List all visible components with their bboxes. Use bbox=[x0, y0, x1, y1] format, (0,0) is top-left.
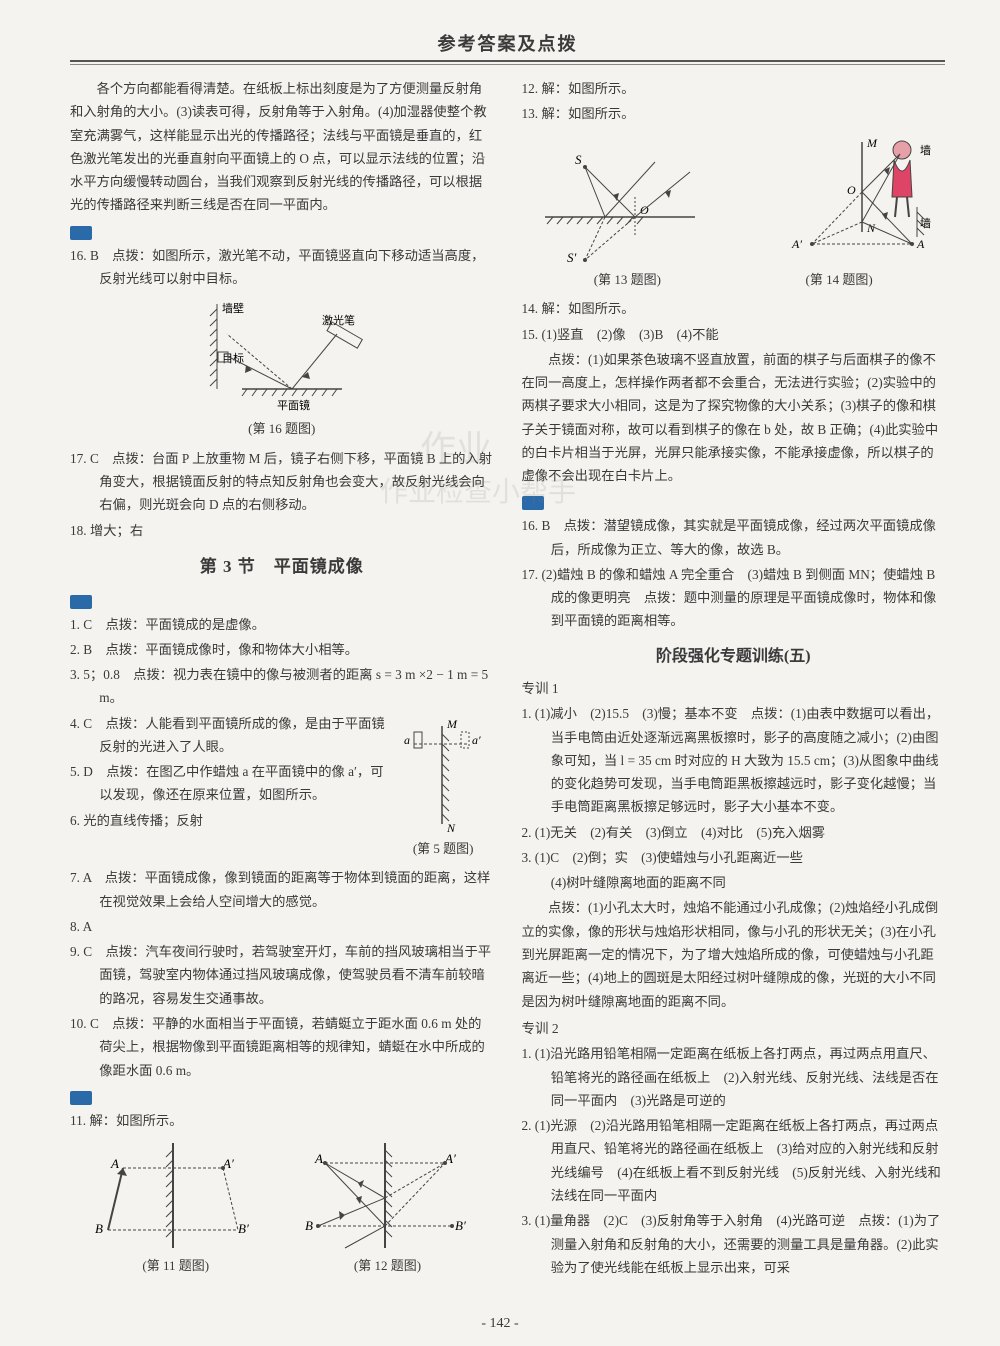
section-marker-iii-r bbox=[522, 496, 544, 510]
fig16-caption: (第 16 题图) bbox=[70, 418, 494, 441]
fig13-Sp: S′ bbox=[567, 250, 577, 265]
right-column: 12. 解：如图所示。 13. 解：如图所示。 S O S′ bbox=[522, 77, 946, 1284]
fig14-Ap: A′ bbox=[791, 237, 802, 251]
fig11-caption: (第 11 题图) bbox=[142, 1255, 209, 1278]
fig14-svg: M 墙 O N 墙 A A′ bbox=[732, 132, 932, 267]
fig13-caption: (第 13 题图) bbox=[594, 269, 661, 292]
fig5-ap: a′ bbox=[472, 733, 481, 747]
fig5-a: a bbox=[404, 733, 410, 747]
fig12-caption: (第 12 题图) bbox=[354, 1255, 421, 1278]
z2-q3: 3. (1)量角器 (2)C (3)反射角等于入射角 (4)光路可逆 点拨：(1… bbox=[522, 1209, 946, 1279]
fig12-svg: A A′ B B′ bbox=[290, 1138, 480, 1253]
fig11-A: A bbox=[110, 1156, 119, 1171]
r-q17: 17. (2)蜡烛 B 的像和蜡烛 A 完全重合 (3)蜡烛 B 到侧面 MN；… bbox=[522, 563, 946, 633]
fig14-A: A bbox=[916, 237, 925, 251]
s3-q10: 10. C 点拨：平静的水面相当于平面镜，若蜻蜓立于距水面 0.6 m 处的荷尖… bbox=[70, 1012, 494, 1082]
z2-q2: 2. (1)光源 (2)沿光路用铅笔相隔一定距离在纸板上各打两点，再过两点用直尺… bbox=[522, 1114, 946, 1207]
q17: 17. C 点拨：台面 P 上放重物 M 后，镜子右侧下移，平面镜 B 上的入射… bbox=[70, 447, 494, 517]
s3-q3: 3. 5；0.8 点拨：视力表在镜中的像与被测者的距离 s = 3 m ×2 −… bbox=[70, 663, 494, 710]
z1-q3b: (4)树叶缝隙离地面的距离不同 bbox=[522, 871, 946, 894]
fig13-svg: S O S′ bbox=[535, 142, 705, 267]
fig14-wall1: 墙 bbox=[920, 143, 931, 157]
q18: 18. 增大；右 bbox=[70, 519, 494, 542]
s3-q11: 11. 解：如图所示。 bbox=[70, 1109, 494, 1132]
fig14-O: O bbox=[847, 183, 856, 197]
content-columns: 各个方向都能看得清楚。在纸板上标出刻度是为了方便测量反射角和入射角的大小。(3)… bbox=[70, 77, 945, 1284]
q16: 16. B 点拨：如图所示，激光笔不动，平面镜竖直向下移动适当高度，反射光线可以… bbox=[70, 244, 494, 291]
fig16-wall-label: 墙壁 bbox=[222, 301, 244, 315]
s3-q1: 1. C 点拨：平面镜成的是虚像。 bbox=[70, 613, 494, 636]
z2-q1: 1. (1)沿光路用铅笔相隔一定距离在纸板上各打两点，再过两点用直尺、铅笔将光的… bbox=[522, 1042, 946, 1112]
fig5-caption: (第 5 题图) bbox=[70, 838, 494, 861]
stage-title: 阶段强化专题训练(五) bbox=[522, 643, 946, 671]
fig11-12-captions: (第 11 题图) (第 12 题图) bbox=[70, 1255, 494, 1278]
s3-q8: 8. A bbox=[70, 915, 494, 938]
fig14-caption: (第 14 题图) bbox=[806, 269, 873, 292]
zx2-head: 专训 2 bbox=[522, 1017, 946, 1041]
fig16-laser-label: 激光笔 bbox=[322, 313, 355, 327]
fig13-14-captions: (第 13 题图) (第 14 题图) bbox=[522, 269, 946, 292]
fig5-M: M bbox=[446, 717, 458, 731]
title-rule-1 bbox=[70, 60, 945, 62]
r-q15a: 15. (1)竖直 (2)像 (3)B (4)不能 bbox=[522, 323, 946, 346]
page-number: - 142 - bbox=[0, 1316, 1000, 1332]
r-q16: 16. B 点拨：潜望镜成像，其实就是平面镜成像，经过两次平面镜成像后，所成像为… bbox=[522, 514, 946, 561]
fig11-12-row: A A′ B B′ A A′ B B′ bbox=[70, 1138, 494, 1253]
z1-q1: 1. (1)减小 (2)15.5 (3)慢；基本不变 点拨：(1)由表中数据可以… bbox=[522, 702, 946, 818]
fig13-14-row: S O S′ M 墙 bbox=[522, 132, 946, 267]
z1-q3a: 3. (1)C (2)倒；实 (3)使蜡烛与小孔距离近一些 bbox=[522, 846, 946, 869]
fig12-Bp: B′ bbox=[455, 1218, 466, 1233]
title-rule-2 bbox=[70, 64, 945, 65]
fig11-svg: A A′ B B′ bbox=[83, 1138, 263, 1253]
page-title: 参考答案及点拨 bbox=[70, 30, 945, 56]
r-q13: 13. 解：如图所示。 bbox=[522, 102, 946, 125]
fig14-M: M bbox=[866, 136, 878, 150]
section-marker-ii bbox=[70, 1091, 92, 1105]
zx1-head: 专训 1 bbox=[522, 677, 946, 701]
fig11-B: B bbox=[95, 1221, 103, 1236]
fig12-A: A bbox=[314, 1151, 323, 1166]
r-q12: 12. 解：如图所示。 bbox=[522, 77, 946, 100]
left-column: 各个方向都能看得清楚。在纸板上标出刻度是为了方便测量反射角和入射角的大小。(3)… bbox=[70, 77, 494, 1284]
section3-title: 第 3 节 平面镜成像 bbox=[70, 552, 494, 582]
s3-q7: 7. A 点拨：平面镜成像，像到镜面的距离等于物体到镜面的距离，这样在视觉效果上… bbox=[70, 866, 494, 913]
fig5-N: N bbox=[446, 821, 456, 834]
fig14-wall2: 墙 bbox=[920, 216, 931, 230]
s3-q2: 2. B 点拨：平面镜成像时，像和物体大小相等。 bbox=[70, 638, 494, 661]
fig13-S: S bbox=[575, 152, 582, 167]
r-q14: 14. 解：如图所示。 bbox=[522, 297, 946, 320]
section-marker-i bbox=[70, 595, 92, 609]
fig16: 墙壁 目标 平面镜 激光笔 bbox=[70, 294, 494, 414]
fig11-Bp: B′ bbox=[238, 1221, 249, 1236]
fig12-B: B bbox=[305, 1218, 313, 1233]
s3-q9: 9. C 点拨：汽车夜间行驶时，若驾驶室开灯，车前的挡风玻璃相当于平面镜，驾驶室… bbox=[70, 940, 494, 1010]
fig5: a a′ M N bbox=[399, 714, 494, 834]
z1-q3c: 点拨：(1)小孔太大时，烛焰不能通过小孔成像；(2)烛焰经小孔成倒立的实像，像的… bbox=[522, 896, 946, 1012]
fig13-O: O bbox=[640, 203, 649, 217]
intro-text: 各个方向都能看得清楚。在纸板上标出刻度是为了方便测量反射角和入射角的大小。(3)… bbox=[70, 77, 494, 217]
section-marker-iii bbox=[70, 226, 92, 240]
r-q15b: 点拨：(1)如果茶色玻璃不竖直放置，前面的棋子与后面棋子的像不在同一高度上，怎样… bbox=[522, 348, 946, 488]
fig16-mirror-label: 平面镜 bbox=[277, 398, 310, 412]
z1-q2: 2. (1)无关 (2)有关 (3)倒立 (4)对比 (5)充入烟雾 bbox=[522, 821, 946, 844]
